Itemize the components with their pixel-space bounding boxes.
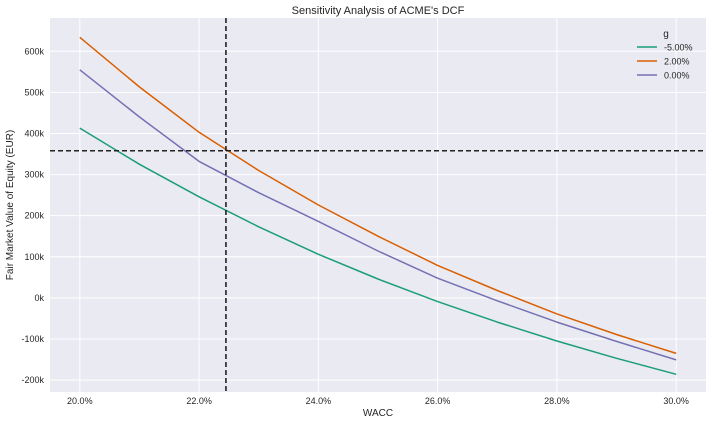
y-tick-label: 0k (34, 293, 44, 303)
y-tick-label: 200k (24, 211, 44, 221)
x-tick-label: 26.0% (425, 396, 451, 406)
y-tick-label: 300k (24, 170, 44, 180)
y-tick-label: 400k (24, 128, 44, 138)
legend-label: -5.00% (664, 43, 693, 53)
x-tick-label: 30.0% (663, 396, 689, 406)
y-tick-label: -100k (21, 334, 44, 344)
x-tick-label: 28.0% (544, 396, 570, 406)
x-axis-label: WACC (363, 408, 393, 419)
x-tick-label: 24.0% (306, 396, 332, 406)
series-line-1 (79, 36, 677, 355)
series-line-0 (79, 127, 677, 376)
y-tick-labels: -200k -100k 0k 100k 200k 300k 400k 500k 600k (21, 46, 44, 385)
series-line-2 (79, 69, 677, 361)
x-tick-label: 20.0% (67, 396, 93, 406)
chart-title: Sensitivity Analysis of ACME's DCF (292, 5, 465, 17)
legend-title: g (663, 29, 669, 40)
legend: g -5.00% 2.00% 0.00% (637, 29, 693, 81)
reference-lines (50, 18, 706, 392)
y-tick-label: 600k (24, 46, 44, 56)
y-tick-label: 100k (24, 252, 44, 262)
y-tick-label: -200k (21, 375, 44, 385)
plot-area (50, 18, 706, 392)
x-tick-labels: 20.0% 22.0% 24.0% 26.0% 28.0% 30.0% (67, 396, 689, 406)
y-tick-label: 500k (24, 87, 44, 97)
legend-label: 0.00% (664, 71, 690, 81)
x-tick-label: 22.0% (186, 396, 212, 406)
legend-label: 2.00% (664, 57, 690, 67)
y-axis-label: Fair Market Value of Equity (EUR) (5, 130, 16, 280)
series-lines (79, 36, 677, 376)
